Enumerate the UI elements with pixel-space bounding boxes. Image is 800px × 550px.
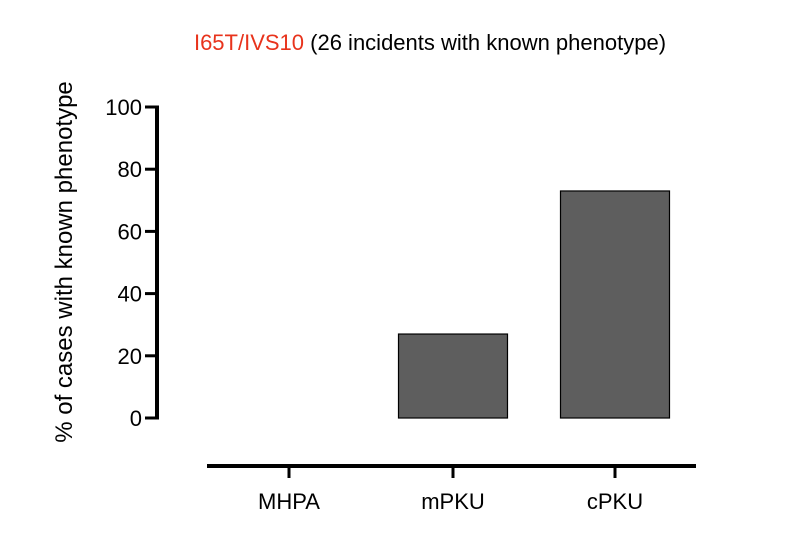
y-axis-label: % of cases with known phenotype	[51, 81, 78, 443]
y-tick-label: 40	[118, 282, 142, 307]
x-tick-label: MHPA	[258, 489, 320, 514]
y-tick-label: 80	[118, 157, 142, 182]
bars	[397, 190, 671, 419]
bar-cpku	[559, 190, 671, 419]
y-tick-label: 60	[118, 219, 142, 244]
y-axis: 0 20 40 60 80 100	[105, 95, 159, 431]
bar-mpku	[397, 333, 509, 419]
x-axis: MHPA mPKU cPKU	[207, 464, 696, 514]
x-tick-label: mPKU	[421, 489, 485, 514]
chart-title-rest: (26 incidents with known phenotype)	[304, 30, 666, 55]
chart-title: I65T/IVS10 (26 incidents with known phen…	[194, 30, 666, 55]
x-tick-label: cPKU	[587, 489, 643, 514]
chart-title-highlight: I65T/IVS10	[194, 30, 304, 55]
y-tick-label: 100	[105, 95, 142, 120]
y-tick-label: 0	[130, 406, 142, 431]
y-tick-label: 20	[118, 344, 142, 369]
